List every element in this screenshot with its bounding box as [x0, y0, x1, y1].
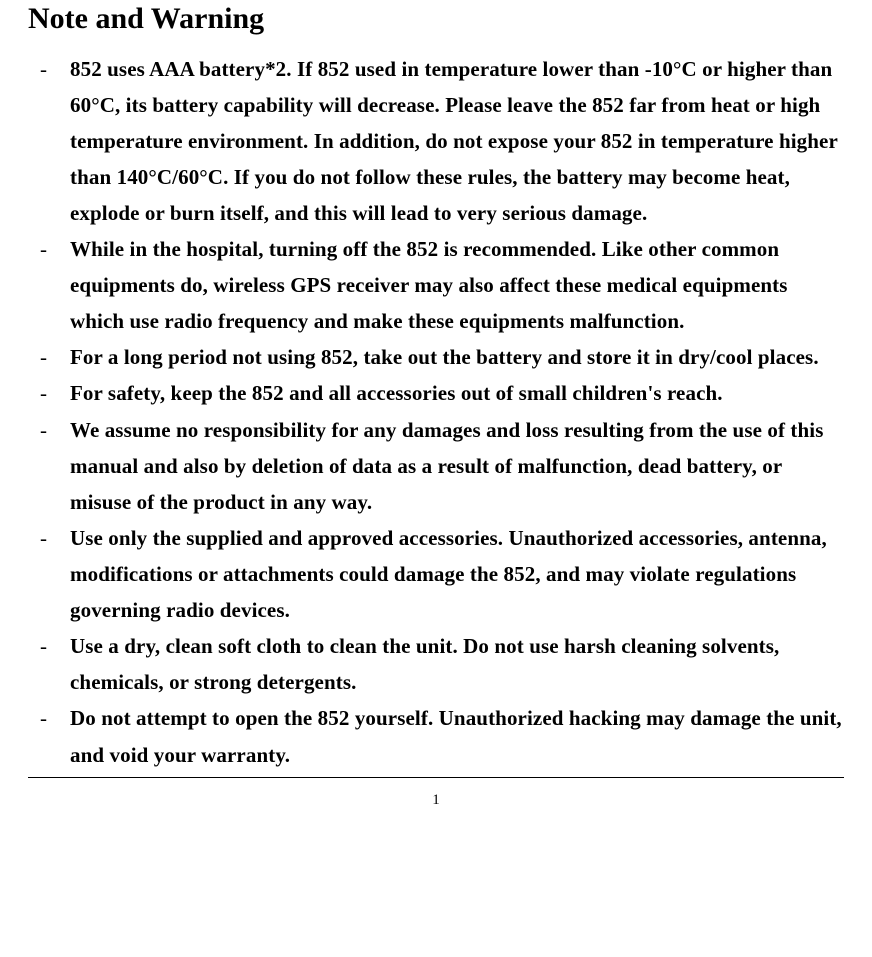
list-item: 852 uses AAA battery*2. If 852 used in t…: [40, 51, 844, 232]
list-item: We assume no responsibility for any dama…: [40, 412, 844, 520]
list-item: For safety, keep the 852 and all accesso…: [40, 375, 844, 411]
page-number: 1: [28, 792, 844, 809]
list-item: Use a dry, clean soft cloth to clean the…: [40, 628, 844, 700]
document-page: Note and Warning 852 uses AAA battery*2.…: [0, 0, 872, 957]
footer-rule: [28, 777, 844, 778]
list-item: Do not attempt to open the 852 yourself.…: [40, 700, 844, 772]
warning-list: 852 uses AAA battery*2. If 852 used in t…: [28, 51, 844, 773]
list-item: Use only the supplied and approved acces…: [40, 520, 844, 628]
page-title: Note and Warning: [28, 2, 844, 37]
list-item: While in the hospital, turning off the 8…: [40, 231, 844, 339]
list-item: For a long period not using 852, take ou…: [40, 339, 844, 375]
